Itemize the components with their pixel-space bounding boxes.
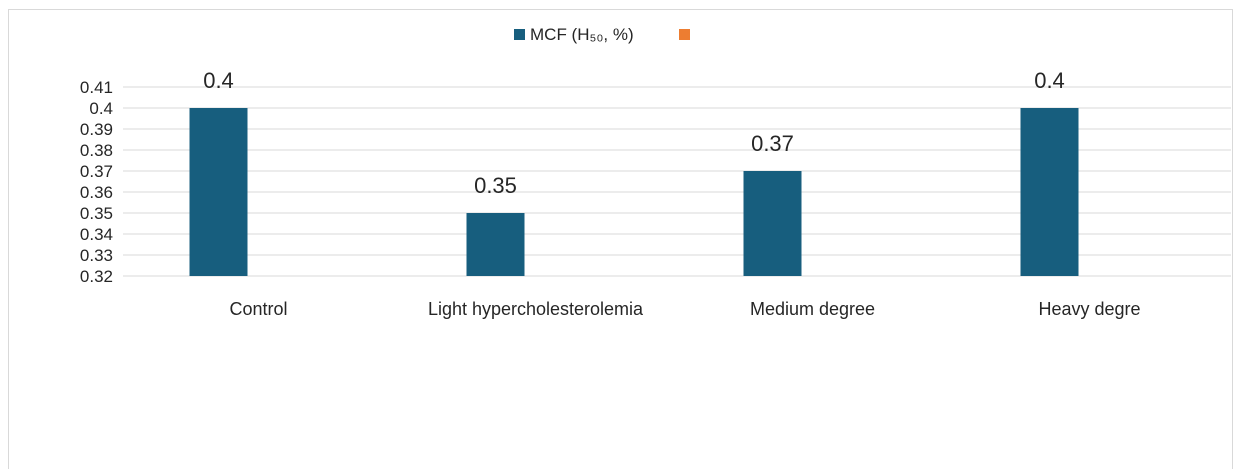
y-tick-label: 0.33 [80, 246, 113, 265]
bar-chart: 0.320.330.340.350.360.370.380.390.40.41 … [80, 25, 1231, 319]
y-tick-label: 0.36 [80, 183, 113, 202]
bar [466, 213, 525, 276]
bars [189, 108, 1079, 276]
data-label: 0.37 [751, 131, 794, 156]
category-label: Heavy degre [1038, 299, 1140, 319]
y-tick-label: 0.38 [80, 141, 113, 160]
data-labels: 0.4 0.35 0.37 0.4 [203, 68, 1065, 198]
y-tick-label: 0.39 [80, 120, 113, 139]
y-tick-label: 0.41 [80, 78, 113, 97]
x-axis-categories: Control Light hypercholesterolemia Medium … [229, 299, 1140, 319]
y-tick-label: 0.4 [89, 99, 113, 118]
legend: MCF (H₅₀, %) [514, 25, 690, 44]
bar [743, 171, 802, 276]
legend-label-mcf: MCF (H₅₀, %) [530, 25, 634, 44]
category-label: Medium degree [750, 299, 875, 319]
y-tick-label: 0.37 [80, 162, 113, 181]
category-label: Light hypercholesterolemia [428, 299, 644, 319]
y-tick-label: 0.34 [80, 225, 113, 244]
bar [189, 108, 248, 276]
chart-frame [8, 9, 1233, 469]
legend-swatch-mcf [514, 29, 525, 40]
y-axis-ticks: 0.32 0.33 0.34 0.35 0.36 0.37 0.38 0.39 0.4 0.41 [80, 78, 113, 286]
data-label: 0.4 [1034, 68, 1065, 93]
bar [1020, 108, 1079, 276]
y-tick-label: 0.32 [80, 267, 113, 286]
y-tick-label: 0.35 [80, 204, 113, 223]
data-label: 0.4 [203, 68, 234, 93]
data-label: 0.35 [474, 173, 517, 198]
category-label: Control [229, 299, 287, 319]
legend-swatch-series-2 [679, 29, 690, 40]
